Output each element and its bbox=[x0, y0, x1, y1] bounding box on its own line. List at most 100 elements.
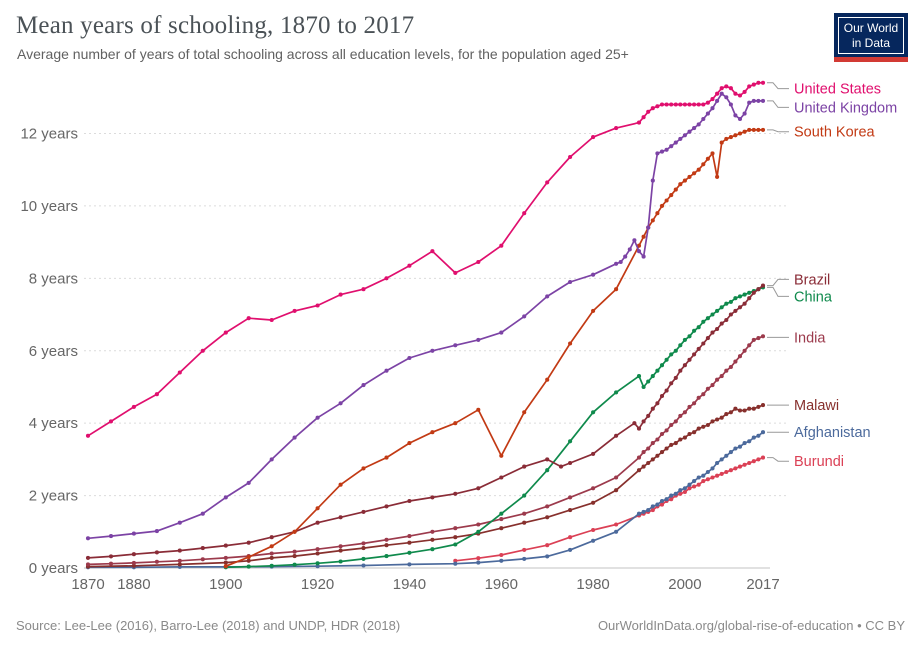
data-point[interactable] bbox=[246, 480, 251, 485]
data-point[interactable] bbox=[756, 404, 761, 409]
data-point[interactable] bbox=[476, 522, 481, 527]
data-point[interactable] bbox=[131, 552, 136, 557]
data-point[interactable] bbox=[338, 482, 343, 487]
data-point[interactable] bbox=[669, 352, 674, 357]
data-point[interactable] bbox=[591, 527, 596, 533]
data-point[interactable] bbox=[747, 84, 752, 89]
data-point[interactable] bbox=[715, 98, 720, 103]
data-point[interactable] bbox=[655, 437, 660, 442]
data-point[interactable] bbox=[682, 435, 687, 440]
data-point[interactable] bbox=[687, 486, 692, 491]
data-point[interactable] bbox=[760, 80, 766, 85]
data-point[interactable] bbox=[687, 357, 692, 362]
data-point[interactable] bbox=[737, 93, 743, 98]
data-point[interactable] bbox=[246, 316, 251, 321]
data-point[interactable] bbox=[751, 406, 756, 411]
series-line-china[interactable] bbox=[225, 286, 764, 569]
data-point[interactable] bbox=[669, 422, 674, 428]
data-point[interactable] bbox=[131, 531, 136, 536]
data-point[interactable] bbox=[154, 550, 159, 555]
data-point[interactable] bbox=[568, 341, 573, 346]
data-point[interactable] bbox=[664, 147, 669, 152]
data-point[interactable] bbox=[724, 469, 729, 475]
data-point[interactable] bbox=[650, 406, 655, 411]
data-point[interactable] bbox=[614, 261, 619, 266]
data-point[interactable] bbox=[664, 446, 669, 451]
data-point[interactable] bbox=[223, 495, 228, 500]
data-point[interactable] bbox=[650, 504, 655, 509]
data-point[interactable] bbox=[453, 343, 458, 348]
data-point[interactable] bbox=[407, 534, 412, 539]
data-point[interactable] bbox=[710, 312, 715, 317]
data-point[interactable] bbox=[200, 546, 205, 551]
data-point[interactable] bbox=[678, 343, 683, 348]
series-label-afghanistan[interactable]: Afghanistan bbox=[794, 425, 871, 441]
data-point[interactable] bbox=[568, 535, 573, 540]
data-point[interactable] bbox=[614, 287, 619, 292]
data-point[interactable] bbox=[664, 357, 669, 362]
data-point[interactable] bbox=[200, 348, 205, 353]
data-point[interactable] bbox=[659, 498, 665, 504]
data-point[interactable] bbox=[85, 555, 91, 560]
data-point[interactable] bbox=[545, 468, 550, 473]
data-point[interactable] bbox=[655, 401, 660, 406]
data-point[interactable] bbox=[756, 80, 761, 85]
data-point[interactable] bbox=[476, 529, 481, 534]
data-point[interactable] bbox=[678, 182, 683, 187]
data-point[interactable] bbox=[682, 337, 687, 342]
data-point[interactable] bbox=[673, 102, 678, 107]
data-point[interactable] bbox=[614, 126, 619, 131]
series-afghanistan[interactable] bbox=[85, 430, 766, 570]
data-point[interactable] bbox=[646, 225, 651, 230]
data-point[interactable] bbox=[756, 98, 761, 103]
data-point[interactable] bbox=[591, 451, 596, 456]
data-point[interactable] bbox=[760, 455, 766, 460]
data-point[interactable] bbox=[618, 259, 623, 265]
data-point[interactable] bbox=[384, 276, 389, 281]
data-point[interactable] bbox=[636, 511, 642, 516]
data-point[interactable] bbox=[733, 296, 738, 301]
data-point[interactable] bbox=[177, 548, 182, 553]
data-point[interactable] bbox=[719, 86, 724, 91]
data-point[interactable] bbox=[733, 406, 738, 411]
data-point[interactable] bbox=[361, 383, 366, 388]
data-point[interactable] bbox=[85, 562, 91, 567]
data-point[interactable] bbox=[499, 517, 504, 522]
data-point[interactable] bbox=[696, 475, 701, 480]
data-point[interactable] bbox=[85, 433, 91, 438]
data-point[interactable] bbox=[453, 542, 458, 547]
data-point[interactable] bbox=[591, 538, 596, 543]
data-point[interactable] bbox=[710, 106, 715, 111]
data-point[interactable] bbox=[223, 543, 228, 548]
data-point[interactable] bbox=[756, 127, 761, 132]
data-point[interactable] bbox=[453, 491, 458, 496]
data-point[interactable] bbox=[315, 506, 320, 511]
data-point[interactable] bbox=[692, 484, 697, 489]
data-point[interactable] bbox=[655, 104, 660, 109]
data-point[interactable] bbox=[705, 111, 710, 116]
data-point[interactable] bbox=[728, 450, 733, 455]
data-point[interactable] bbox=[223, 555, 228, 560]
data-point[interactable] bbox=[384, 543, 389, 548]
data-point[interactable] bbox=[692, 171, 697, 176]
data-point[interactable] bbox=[614, 529, 619, 534]
data-point[interactable] bbox=[384, 455, 389, 460]
data-point[interactable] bbox=[715, 174, 720, 179]
data-point[interactable] bbox=[692, 102, 697, 107]
data-point[interactable] bbox=[669, 442, 674, 447]
data-point[interactable] bbox=[338, 544, 343, 549]
data-point[interactable] bbox=[430, 249, 435, 254]
data-point[interactable] bbox=[673, 441, 678, 446]
data-point[interactable] bbox=[701, 479, 706, 484]
data-point[interactable] bbox=[719, 321, 724, 326]
data-point[interactable] bbox=[476, 486, 481, 491]
data-point[interactable] bbox=[673, 491, 678, 496]
data-point[interactable] bbox=[659, 393, 665, 399]
data-point[interactable] bbox=[756, 287, 761, 292]
series-label-burundi[interactable]: Burundi bbox=[794, 454, 844, 470]
data-point[interactable] bbox=[499, 526, 504, 531]
data-point[interactable] bbox=[650, 178, 655, 183]
data-point[interactable] bbox=[591, 486, 596, 491]
data-point[interactable] bbox=[407, 498, 412, 504]
data-point[interactable] bbox=[246, 540, 251, 545]
